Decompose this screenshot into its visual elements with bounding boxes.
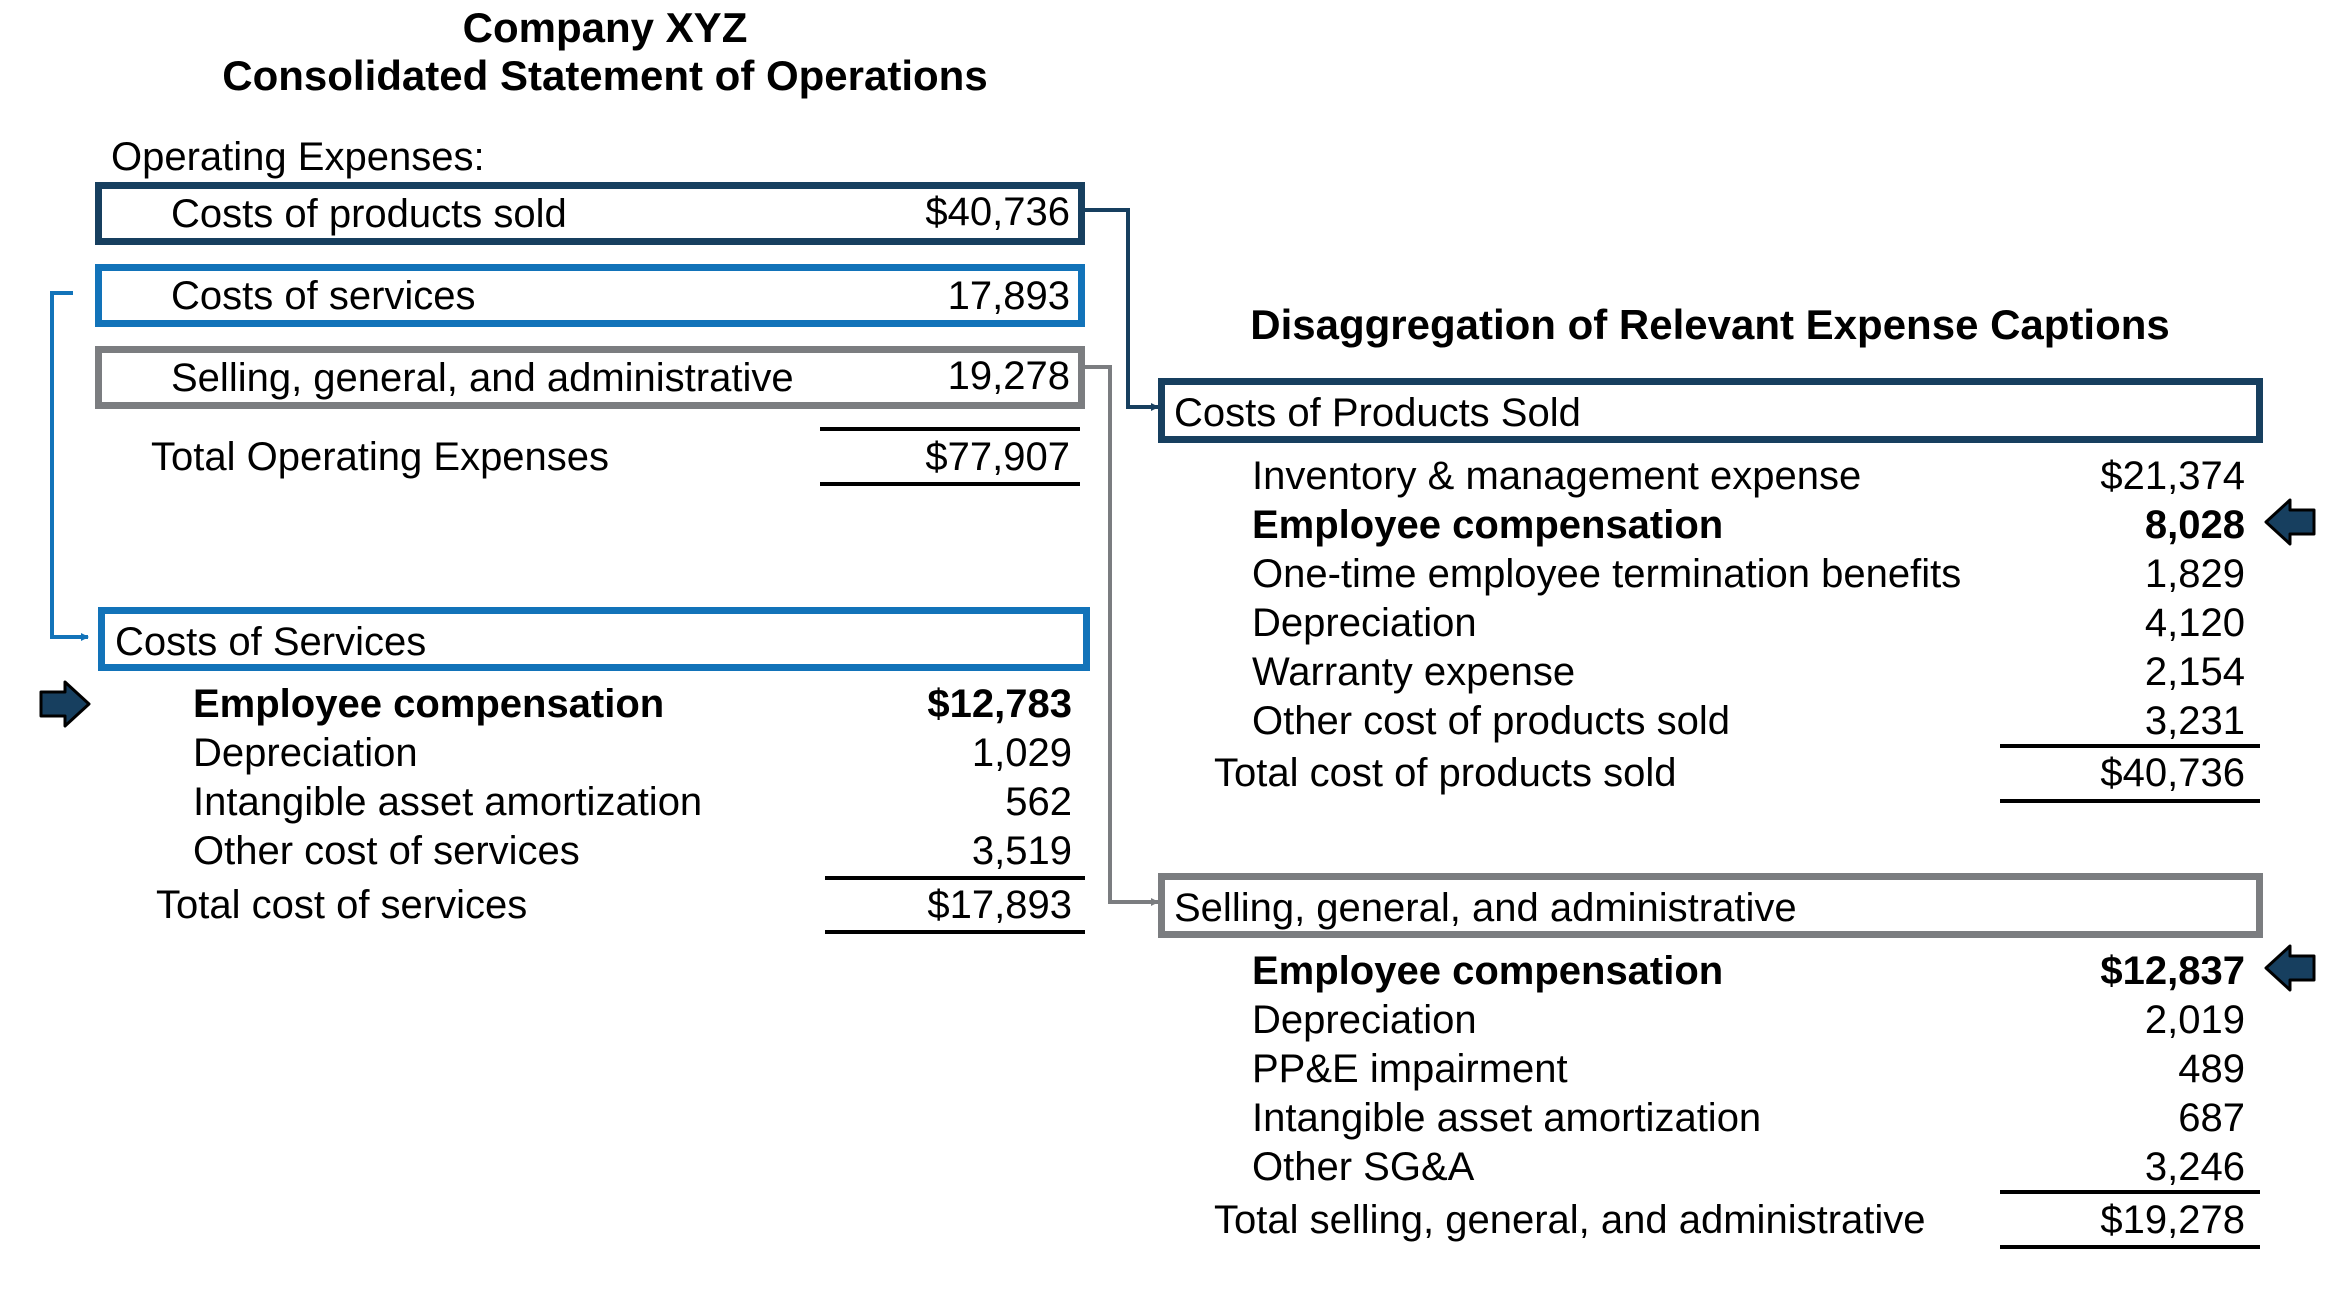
statement-title: Consolidated Statement of Operations — [222, 52, 988, 99]
products-row-value: 3,231 — [2144, 699, 2245, 743]
costs-of-services-header: Costs of Services — [115, 620, 427, 664]
operating-expenses-label: Operating Expenses: — [111, 135, 485, 179]
sga-total-bottom-rule — [2000, 1245, 2260, 1249]
products-row-label: One-time employee termination benefits — [1252, 552, 1962, 596]
sga-header: Selling, general, and administrative — [1174, 886, 1797, 930]
sga-row-value: $12,837 — [2100, 949, 2245, 993]
products-row-value: 8,028 — [2144, 503, 2245, 547]
sga-row-value: 489 — [2178, 1047, 2245, 1091]
products-row-label: Employee compensation — [1252, 503, 1724, 547]
total-operating-expenses-label: Total Operating Expenses — [151, 435, 610, 479]
cos-row-value: $12,783 — [927, 682, 1072, 726]
costs-of-products-sold-label: Costs of products sold — [171, 192, 567, 236]
products-row-label: Inventory & management expense — [1252, 454, 1862, 498]
costs-of-services-value: 17,893 — [947, 274, 1070, 318]
sga-box — [95, 346, 1085, 409]
products-total-value: $40,736 — [2100, 751, 2245, 795]
connector-products — [1085, 208, 1159, 411]
disaggregation-title: Disaggregation of Relevant Expense Capti… — [1250, 301, 2170, 348]
products-row-label: Other cost of products sold — [1252, 699, 1731, 743]
cos-row-value: 1,029 — [971, 731, 1072, 775]
cos-row-value: 562 — [1005, 780, 1072, 824]
highlight-arrow-icon — [2264, 944, 2316, 992]
costs-of-products-sold-value: $40,736 — [925, 190, 1070, 234]
cos-total-label: Total cost of services — [156, 883, 528, 927]
connector-services — [50, 291, 89, 641]
products-row-value: $21,374 — [2100, 454, 2245, 498]
sga-total-value: $19,278 — [2100, 1198, 2245, 1242]
sga-row-label: Employee compensation — [1252, 949, 1724, 993]
cos-total-top-rule — [825, 876, 1085, 880]
cos-total-value: $17,893 — [927, 883, 1072, 927]
costs-of-products-sold-box — [95, 182, 1085, 245]
sga-row-label: Intangible asset amortization — [1252, 1096, 1762, 1140]
costs-of-services-header-box — [98, 607, 1090, 671]
products-header: Costs of Products Sold — [1174, 391, 1581, 435]
sga-row-value: 2,019 — [2144, 998, 2245, 1042]
products-row-label: Depreciation — [1252, 601, 1477, 645]
company-name: Company XYZ — [462, 4, 748, 51]
products-row-value: 4,120 — [2144, 601, 2245, 645]
connector-sga — [1085, 365, 1159, 906]
sga-total-top-rule — [2000, 1190, 2260, 1194]
products-row-label: Warranty expense — [1252, 650, 1576, 694]
products-header-box — [1158, 378, 2263, 443]
cos-total-bottom-rule — [825, 930, 1085, 934]
total-bottom-rule — [820, 482, 1080, 486]
costs-of-services-label: Costs of services — [171, 274, 476, 318]
sga-label: Selling, general, and administrative — [171, 356, 794, 400]
sga-total-label: Total selling, general, and administrati… — [1214, 1198, 1926, 1242]
costs-of-services-box — [95, 264, 1085, 327]
sga-header-box — [1158, 873, 2263, 938]
cos-row-label: Other cost of services — [193, 829, 580, 873]
total-top-rule — [820, 427, 1080, 431]
products-row-value: 2,154 — [2144, 650, 2245, 694]
cos-row-label: Employee compensation — [193, 682, 665, 726]
sga-row-value: 687 — [2178, 1096, 2245, 1140]
highlight-arrow-icon — [39, 680, 91, 728]
cos-row-label: Depreciation — [193, 731, 418, 775]
sga-row-label: Depreciation — [1252, 998, 1477, 1042]
sga-value: 19,278 — [947, 354, 1070, 398]
products-total-label: Total cost of products sold — [1214, 751, 1677, 795]
cos-row-value: 3,519 — [971, 829, 1072, 873]
sga-row-label: PP&E impairment — [1252, 1047, 1568, 1091]
highlight-arrow-icon — [2264, 498, 2316, 546]
products-total-bottom-rule — [2000, 799, 2260, 803]
products-total-top-rule — [2000, 744, 2260, 748]
total-operating-expenses-value: $77,907 — [925, 435, 1070, 479]
products-row-value: 1,829 — [2144, 552, 2245, 596]
cos-row-label: Intangible asset amortization — [193, 780, 703, 824]
sga-row-value: 3,246 — [2144, 1145, 2245, 1189]
sga-row-label: Other SG&A — [1252, 1145, 1475, 1189]
